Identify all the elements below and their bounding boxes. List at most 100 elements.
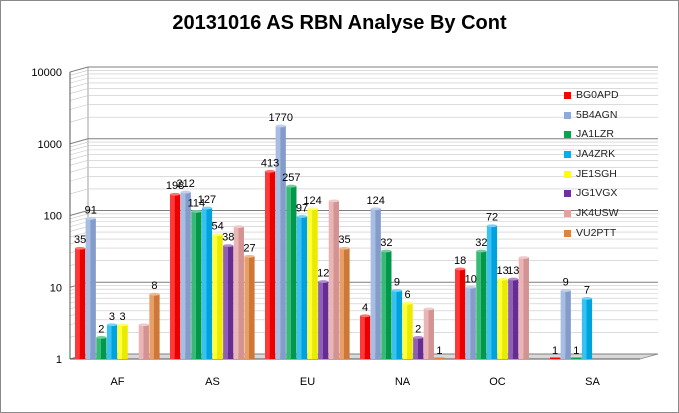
bar-BG0APD-SA xyxy=(550,357,561,359)
bar-VU2PTT-AS xyxy=(248,256,255,359)
legend-swatch xyxy=(564,131,571,139)
bar-5B4AGN-NA xyxy=(375,208,381,359)
gridline-major-depth xyxy=(69,66,89,73)
gridline-minor-depth xyxy=(69,226,89,232)
bar-top-BG0APD-NA xyxy=(360,314,371,318)
gridline-major-depth xyxy=(69,138,89,145)
gridline-minor-depth xyxy=(69,88,89,94)
bar-top-JK4USW-AS xyxy=(233,225,244,229)
bar-JA4ZRK-OC xyxy=(491,225,498,359)
bar-JG1VGX-AS xyxy=(227,245,234,359)
legend-label: JA4ZRK xyxy=(576,148,616,161)
bar-JE1SGH-AS-left xyxy=(212,234,218,359)
legend-item: JE1SGH xyxy=(562,165,672,185)
bar-JA1LZR-AS xyxy=(195,211,202,359)
data-label: 13 xyxy=(496,265,508,277)
gridline-minor-depth xyxy=(69,213,89,220)
bar-top-JA4ZRK-NA xyxy=(391,289,403,292)
bar-JK4USW-AF xyxy=(143,324,149,359)
gridline-minor-depth xyxy=(69,104,89,110)
bar-JK4USW-EU-left xyxy=(328,200,334,359)
bar-JE1SGH-NA xyxy=(407,303,413,359)
bar-5B4AGN-AS-left xyxy=(180,192,186,359)
bar-JA1LZR-AF-left xyxy=(96,337,101,359)
bar-JE1SGH-OC-left xyxy=(497,279,503,359)
bar-VU2PTT-AF-left xyxy=(149,294,154,359)
bar-JA4ZRK-NA xyxy=(396,290,403,359)
bar-JA4ZRK-NA-left xyxy=(391,290,397,359)
bar-JA4ZRK-AF-left xyxy=(106,324,112,359)
data-label: 35 xyxy=(74,234,86,246)
legend-item: VU2PTT xyxy=(562,224,672,244)
bar-top-JE1SGH-AF xyxy=(117,323,128,327)
legend-label: BG0APD xyxy=(576,89,619,101)
bar-top-BG0APD-EU xyxy=(265,169,276,173)
bar-JE1SGH-AF xyxy=(122,324,128,359)
legend-swatch xyxy=(564,210,571,218)
data-label: 7 xyxy=(584,284,590,296)
bar-BG0APD-AF-left xyxy=(75,248,80,359)
bars xyxy=(75,124,593,359)
bar-BG0APD-AS xyxy=(174,194,181,359)
bar-top-JK4USW-NA xyxy=(423,307,434,311)
legend-item: JK4USW xyxy=(562,204,672,224)
data-label: 97 xyxy=(296,202,308,214)
legend-label: 5B4AGN xyxy=(576,108,618,121)
legend-swatch xyxy=(564,151,571,159)
bar-top-5B4AGN-EU xyxy=(275,124,286,128)
bar-top-JA1LZR-OC xyxy=(476,249,487,253)
y-tick-label: 1 xyxy=(56,354,62,366)
bar-VU2PTT-EU-left xyxy=(339,248,344,359)
bar-BG0APD-NA xyxy=(364,315,371,359)
legend-label: JE1SGH xyxy=(576,167,617,180)
bar-top-5B4AGN-AF xyxy=(85,217,96,220)
gridline-minor-depth xyxy=(69,188,89,195)
bar-JA1LZR-EU-left xyxy=(286,186,291,359)
bar-JA1LZR-AS-left xyxy=(191,211,196,359)
bar-JK4USW-AS xyxy=(238,226,244,359)
gridline-minor-depth xyxy=(69,149,89,156)
bar-top-VU2PTT-AF xyxy=(149,292,160,296)
y-tick-label: 10 xyxy=(50,282,62,294)
bar-JE1SGH-AS xyxy=(217,234,223,359)
data-label: 198 xyxy=(166,180,184,192)
bar-JA4ZRK-AS-left xyxy=(201,208,207,359)
data-label: 3 xyxy=(109,311,115,323)
data-label: 413 xyxy=(261,157,279,169)
bar-top-JE1SGH-OC xyxy=(497,277,508,281)
bar-JA1LZR-NA-left xyxy=(381,251,386,359)
legend-item: JA1LZR xyxy=(562,125,672,145)
legend-item: JA4ZRK xyxy=(562,145,672,165)
bar-JG1VGX-EU-left xyxy=(318,281,323,359)
data-label: 13 xyxy=(507,265,519,277)
bar-5B4AGN-EU-left xyxy=(275,125,281,359)
gridline-minor-depth xyxy=(69,167,89,173)
data-label: 212 xyxy=(177,178,195,190)
bar-top-5B4AGN-NA xyxy=(370,207,381,211)
data-label: 32 xyxy=(475,237,487,249)
data-label: 3 xyxy=(120,311,126,323)
bar-top-JG1VGX-AS xyxy=(223,244,234,248)
x-tick-label: AS xyxy=(205,376,220,388)
bar-top-JA1LZR-AF xyxy=(96,336,107,339)
bar-BG0APD-OC xyxy=(459,268,466,359)
bar-5B4AGN-AF-left xyxy=(85,218,91,359)
bar-BG0APD-AF xyxy=(79,248,86,359)
data-label: 1770 xyxy=(268,112,292,124)
bar-BG0APD-NA-left xyxy=(360,315,365,359)
bar-top-JA4ZRK-SA xyxy=(581,296,593,300)
bar-top-JG1VGX-OC xyxy=(508,277,519,281)
bar-JA1LZR-OC-left xyxy=(476,251,481,359)
bar-5B4AGN-OC xyxy=(470,287,476,359)
x-tick-label: NA xyxy=(395,376,411,388)
x-tick-label: AF xyxy=(110,376,124,388)
bar-top-BG0APD-AS xyxy=(170,192,181,196)
data-label: 12 xyxy=(317,268,329,280)
bar-5B4AGN-AF xyxy=(90,218,96,359)
bar-top-JK4USW-OC xyxy=(518,256,529,259)
bar-top-5B4AGN-OC xyxy=(465,285,476,289)
bar-JK4USW-NA xyxy=(428,308,434,359)
bar-VU2PTT-AF xyxy=(153,294,160,359)
data-label: 4 xyxy=(362,302,368,314)
